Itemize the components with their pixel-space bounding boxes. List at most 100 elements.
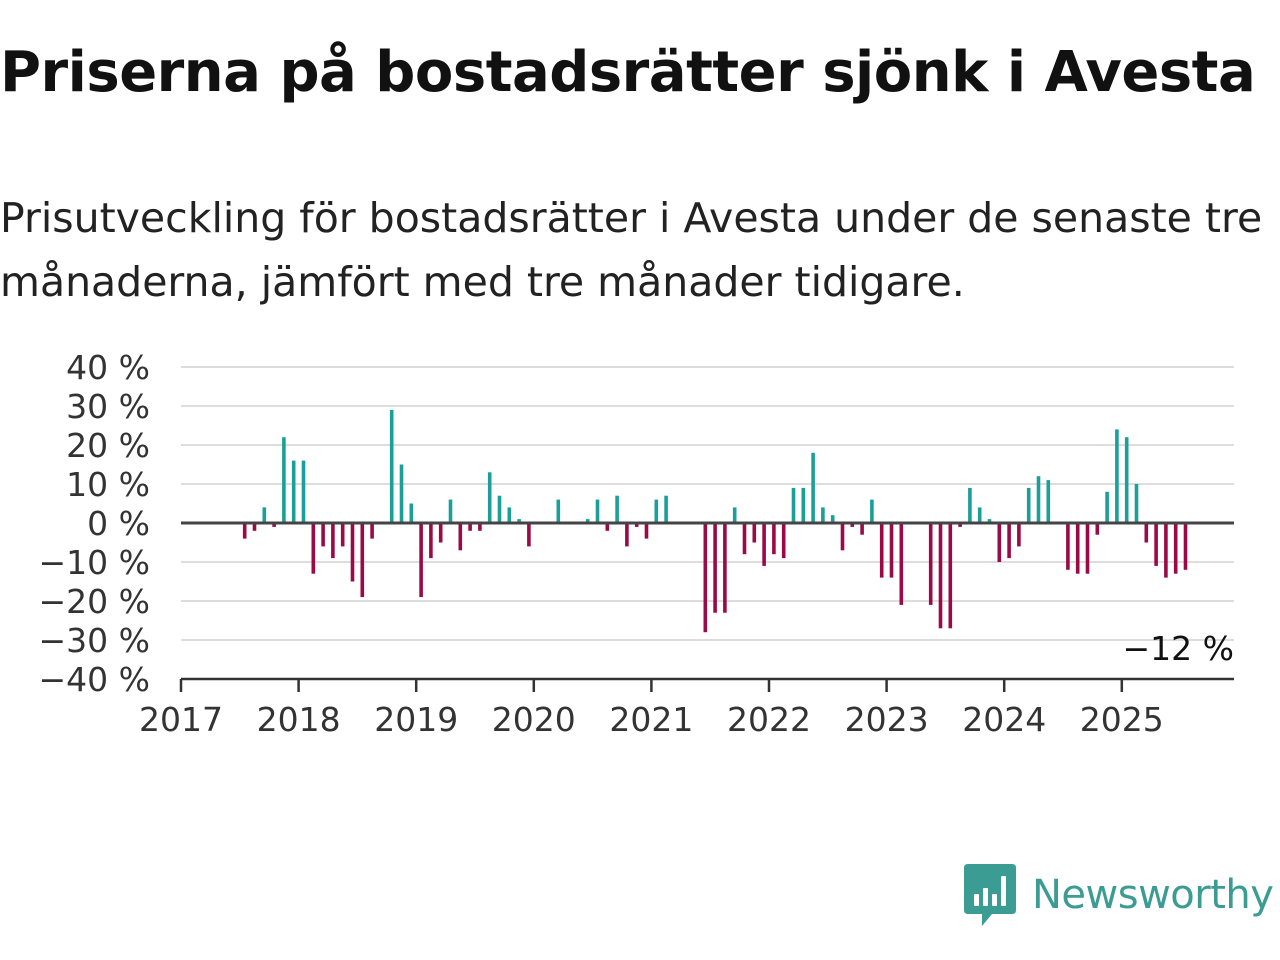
- x-tick-label: 2021: [609, 700, 693, 739]
- chart-title: Priserna på bostadsrätter sjönk i Avesta: [0, 40, 1256, 105]
- bar: [732, 507, 737, 523]
- bar: [1066, 523, 1070, 570]
- bar: [497, 495, 502, 523]
- bar: [429, 523, 433, 559]
- x-tick-label: 2018: [257, 700, 341, 739]
- y-tick-label: 10 %: [66, 465, 150, 504]
- bar: [389, 409, 394, 523]
- y-tick-label: −40 %: [39, 660, 151, 699]
- x-tick-label: 2020: [492, 700, 576, 739]
- bar: [928, 523, 933, 605]
- bar: [419, 523, 423, 598]
- y-tick-label: −10 %: [39, 543, 151, 582]
- y-tick-label: −30 %: [39, 621, 151, 660]
- x-tick-label: 2023: [845, 700, 929, 739]
- bar: [1115, 429, 1119, 523]
- bar: [870, 499, 874, 523]
- bar: [811, 452, 815, 523]
- bar: [595, 499, 600, 523]
- bar: [517, 519, 521, 523]
- bar: [850, 523, 855, 527]
- newsworthy-logo: Newsworthy: [964, 862, 1274, 928]
- bar: [703, 523, 708, 633]
- y-tick-label: 20 %: [66, 426, 150, 465]
- newsworthy-logo-text: Newsworthy: [1032, 872, 1274, 918]
- bar: [938, 523, 943, 629]
- bar: [370, 523, 374, 539]
- x-tick-label: 2019: [374, 700, 458, 739]
- chart-subtitle: Prisutveckling för bostadsrätter i Avest…: [0, 194, 1263, 306]
- bar: [458, 523, 463, 551]
- bar: [1095, 523, 1100, 535]
- bar: [605, 523, 610, 531]
- bar: [556, 499, 561, 523]
- bar: [654, 499, 659, 523]
- bar: [1134, 484, 1139, 523]
- bar: [742, 523, 747, 555]
- bar: [772, 523, 776, 555]
- bar: [272, 523, 276, 527]
- bar: [644, 523, 649, 539]
- bar: [1154, 523, 1158, 566]
- x-tick-label: 2017: [139, 700, 223, 739]
- bar: [1183, 523, 1188, 570]
- bar: [1046, 480, 1051, 523]
- bar: [830, 515, 835, 523]
- bar: [791, 487, 796, 523]
- bar: [350, 523, 355, 582]
- bar: [723, 523, 727, 613]
- newsworthy-logo-icon: [964, 864, 1016, 926]
- x-tick-label: 2025: [1080, 700, 1164, 739]
- bar-chart: 40 %30 %20 %10 %0 %−10 %−20 %−30 %−40 %2…: [39, 348, 1235, 739]
- bar: [664, 495, 668, 523]
- bar: [713, 523, 717, 613]
- bar: [291, 460, 296, 523]
- bar: [899, 523, 904, 605]
- bar: [634, 523, 639, 527]
- bar: [448, 499, 453, 523]
- bar: [301, 460, 306, 523]
- bar: [1124, 437, 1129, 523]
- bar: [879, 523, 884, 578]
- x-tick-label: 2022: [727, 700, 811, 739]
- bar: [625, 523, 629, 547]
- y-tick-label: −20 %: [39, 582, 151, 621]
- bar: [252, 523, 257, 531]
- bar: [1007, 523, 1011, 559]
- bar: [997, 523, 1002, 562]
- y-tick-label: 40 %: [66, 348, 150, 387]
- bar: [1036, 476, 1041, 523]
- bar: [262, 507, 267, 523]
- bar: [968, 487, 972, 523]
- bar: [987, 519, 992, 523]
- bar: [752, 523, 757, 543]
- bar: [889, 523, 894, 578]
- bar: [478, 523, 482, 531]
- bar: [860, 523, 864, 535]
- bar: [321, 523, 325, 547]
- bar: [1173, 523, 1178, 574]
- bar: [1164, 523, 1168, 578]
- bar: [282, 437, 286, 523]
- bar: [1105, 491, 1109, 523]
- bar: [1026, 487, 1031, 523]
- bar: [948, 523, 953, 629]
- bar: [507, 507, 512, 523]
- bar: [409, 503, 414, 523]
- bar: [311, 523, 316, 574]
- bar: [781, 523, 786, 559]
- bar: [801, 487, 806, 523]
- bar: [242, 523, 247, 539]
- bar: [399, 464, 404, 523]
- bar: [1144, 523, 1149, 543]
- bar: [840, 523, 845, 551]
- bar: [1085, 523, 1090, 574]
- bar: [1017, 523, 1021, 547]
- last-value-annotation: −12 %: [1123, 629, 1235, 668]
- y-tick-label: 30 %: [66, 387, 150, 426]
- bar: [527, 523, 531, 547]
- bar: [762, 523, 766, 566]
- bar: [615, 495, 619, 523]
- bar: [977, 507, 982, 523]
- bar: [340, 523, 345, 547]
